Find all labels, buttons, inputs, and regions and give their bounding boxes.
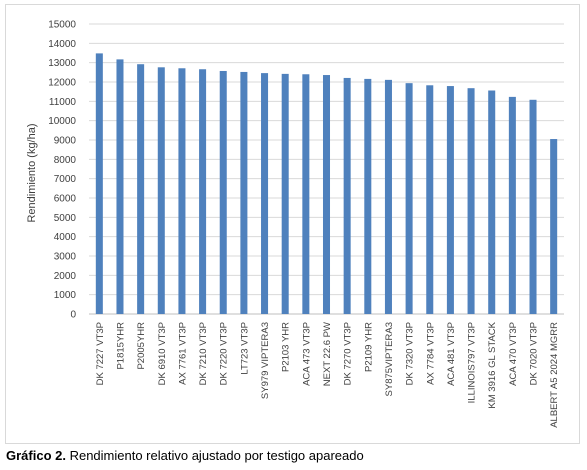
bar xyxy=(426,85,434,314)
y-tick-label: 7000 xyxy=(54,174,77,185)
bar xyxy=(364,78,372,314)
y-tick-label: 14000 xyxy=(48,39,76,50)
y-tick-label: 10000 xyxy=(48,116,76,127)
bar xyxy=(488,90,496,314)
x-category-labels: DK 7227 VT3P P1815YHR P2005YHR DK 6910 VT3P… xyxy=(95,321,560,427)
bar xyxy=(261,73,269,315)
x-category-label: ALBERT A5 2024 MGRR xyxy=(549,322,560,428)
x-category-label: DK 7220 VT3P xyxy=(219,322,230,385)
bar xyxy=(137,64,145,314)
y-tick-label: 4000 xyxy=(54,232,77,243)
y-tick-label: 8000 xyxy=(54,155,77,166)
x-category-label: DK 7320 VT3P xyxy=(405,322,416,385)
y-tick-label: 9000 xyxy=(54,136,77,147)
x-category-label: ACA 473 VT3P xyxy=(301,322,312,386)
bar xyxy=(550,139,558,314)
bar xyxy=(529,99,537,314)
bar xyxy=(322,75,331,314)
x-category-label: NEXT 22.6 PW xyxy=(322,322,333,386)
x-category-label: DK 7270 VT3P xyxy=(343,322,354,385)
bar xyxy=(199,69,207,315)
bar xyxy=(446,86,454,314)
bar xyxy=(116,59,124,314)
bar xyxy=(219,70,227,314)
bar xyxy=(508,96,516,315)
x-category-label: P2103 YHR xyxy=(281,322,292,372)
x-category-label: ACA 481 VT3P xyxy=(446,322,457,386)
y-tick-label: 5000 xyxy=(54,213,77,224)
y-tick-label: 11000 xyxy=(49,97,77,108)
x-category-label: P2005YHR xyxy=(136,322,147,370)
x-category-label: ILLINOIS797 VT3P xyxy=(467,322,478,403)
bar xyxy=(178,68,186,314)
y-tick-labels: 0 1000 2000 3000 4000 5000 6000 7000 8000 9000 100… xyxy=(48,20,76,321)
x-category-label: DK 7227 VT3P xyxy=(95,322,106,385)
bar-chart: 0 1000 2000 3000 4000 5000 6000 7000 8000 9000 100… xyxy=(26,20,564,428)
y-tick-label: 3000 xyxy=(54,252,77,263)
y-axis-title: Rendimiento (kg/ha) xyxy=(26,123,38,222)
bar xyxy=(281,73,289,314)
y-tick-label: 2000 xyxy=(54,271,77,282)
bar xyxy=(384,79,392,314)
figure-caption: Gráfico 2. Rendimiento relativo ajustado… xyxy=(6,448,364,463)
x-category-label: P1815YHR xyxy=(115,322,126,370)
y-tick-label: 12000 xyxy=(48,78,76,89)
x-category-label: KM 3916 GL STACK xyxy=(487,321,498,408)
bar xyxy=(405,83,413,314)
bar xyxy=(157,67,165,314)
x-category-label: AX 7784 VT3P xyxy=(425,322,436,385)
y-tick-label: 13000 xyxy=(48,58,76,69)
bars xyxy=(95,53,558,315)
bar xyxy=(95,53,103,315)
caption-text: Rendimiento relativo ajustado por testig… xyxy=(65,448,364,463)
bar xyxy=(467,88,475,314)
y-tick-label: 1000 xyxy=(54,290,77,301)
y-tick-label: 6000 xyxy=(54,194,77,205)
x-category-label: SY875VIPTERA3 xyxy=(384,322,395,396)
y-tick-label: 15000 xyxy=(48,20,76,31)
bar xyxy=(343,77,351,314)
x-category-label: LT723 VT3P xyxy=(239,322,250,375)
caption-label: Gráfico 2. xyxy=(6,448,66,463)
x-category-label: DK 7020 VT3P xyxy=(529,322,540,385)
x-category-label: AX 7761 VT3P xyxy=(177,322,188,385)
x-category-label: ACA 470 VT3P xyxy=(508,322,519,386)
x-category-label: DK 7210 VT3P xyxy=(198,322,209,385)
y-tick-label: 0 xyxy=(70,310,76,321)
chart-frame: 0 1000 2000 3000 4000 5000 6000 7000 8000 9000 100… xyxy=(5,4,580,444)
x-category-label: P2109 YHR xyxy=(363,322,374,372)
x-category-label: SY979 VIPTERA3 xyxy=(260,322,271,399)
bar xyxy=(240,71,248,315)
bar xyxy=(302,74,310,315)
x-category-label: DK 6910 VT3P xyxy=(157,322,168,385)
